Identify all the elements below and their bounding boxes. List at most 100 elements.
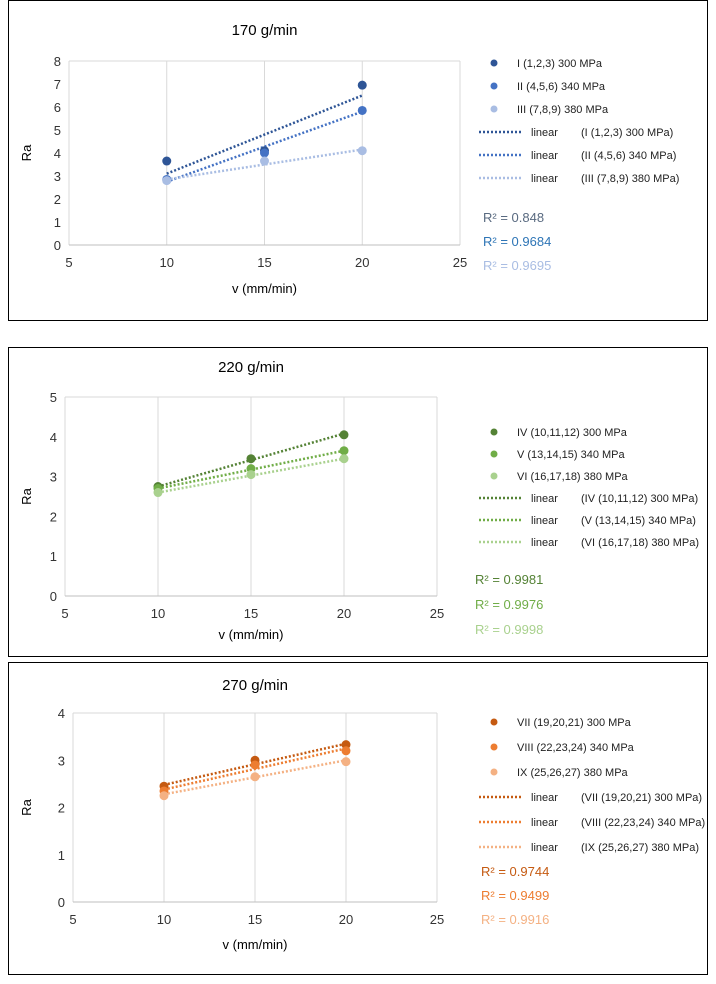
data-point [250, 760, 260, 770]
legend-marker [490, 472, 498, 480]
x-tick-label: 5 [61, 606, 68, 621]
data-point [339, 430, 349, 440]
data-point [341, 746, 351, 756]
legend-marker [490, 105, 498, 113]
r-squared-label: R² = 0.9976 [475, 597, 543, 612]
r-squared-label: R² = 0.9499 [481, 888, 549, 903]
legend-marker [490, 450, 498, 458]
r-squared-label: R² = 0.848 [483, 210, 544, 225]
legend-trendline-series: (IX (25,26,27) 380 MPa) [581, 842, 699, 854]
legend-marker [490, 59, 498, 67]
chart-panel-170: 170 g/min 5 10 15 20 25 0 1 2 3 4 5 6 7 8 v (mm/min) Ra I… [8, 0, 708, 321]
legend-trendline-label: linear [531, 842, 558, 854]
legend-entry: II (4,5,6) 340 MPa [517, 81, 606, 93]
y-axis-label: Ra [19, 487, 34, 504]
trendline [157, 457, 345, 494]
y-tick-label: 8 [54, 54, 61, 69]
legend-trendline-series: (VII (19,20,21) 300 MPa) [581, 792, 702, 804]
legend-trendline-label: linear [531, 150, 558, 162]
legend-trendline-series: (III (7,8,9) 380 MPa) [581, 173, 679, 185]
y-axis-label: Ra [19, 144, 34, 161]
y-tick-label: 3 [54, 169, 61, 184]
x-tick-label: 15 [244, 606, 258, 621]
legend-entry: IV (10,11,12) 300 MPa [517, 427, 628, 439]
legend-entry: VII (19,20,21) 300 MPa [517, 717, 632, 729]
data-point [357, 105, 367, 115]
x-tick-label: 25 [430, 912, 444, 927]
data-point [153, 488, 163, 498]
legend-trendline-label: linear [531, 173, 558, 185]
x-axis-label: v (mm/min) [219, 627, 284, 642]
y-tick-label: 3 [50, 470, 57, 485]
y-tick-label: 4 [58, 706, 65, 721]
chart-270-svg: 270 g/min 5 10 15 20 25 0 1 2 3 4 v (mm/min) Ra VII (… [19, 677, 705, 952]
data-point [250, 772, 260, 782]
x-tick-label: 15 [248, 912, 262, 927]
legend-marker [490, 743, 498, 751]
y-tick-label: 3 [58, 753, 65, 768]
y-tick-label: 2 [54, 192, 61, 207]
legend-trendline-label: linear [531, 792, 558, 804]
r-squared-label: R² = 0.9916 [481, 912, 549, 927]
chart-panel-270: 270 g/min 5 10 15 20 25 0 1 2 3 4 v (mm/min) Ra VII (… [8, 662, 708, 975]
data-point [339, 446, 349, 456]
legend-entry: VIII (22,23,24) 340 MPa [517, 742, 635, 754]
legend-trendline-series: (IV (10,11,12) 300 MPa) [581, 493, 698, 505]
x-tick-label: 20 [355, 255, 369, 270]
trendline [166, 110, 363, 183]
y-tick-label: 1 [54, 215, 61, 230]
legend-entry: I (1,2,3) 300 MPa [517, 58, 603, 70]
x-tick-label: 5 [69, 912, 76, 927]
y-tick-label: 2 [58, 801, 65, 816]
legend-marker [490, 428, 498, 436]
y-tick-label: 2 [50, 509, 57, 524]
r-squared-label: R² = 0.9684 [483, 234, 551, 249]
legend-trendline-label: linear [531, 537, 558, 549]
x-tick-label: 15 [257, 255, 271, 270]
legend-trendline-series: (II (4,5,6) 340 MPa) [581, 150, 676, 162]
y-tick-label: 5 [54, 123, 61, 138]
data-point [162, 156, 172, 166]
data-point [357, 80, 367, 90]
x-tick-label: 10 [151, 606, 165, 621]
y-tick-label: 4 [50, 430, 57, 445]
y-tick-label: 0 [58, 895, 65, 910]
legend-trendline-label: linear [531, 127, 558, 139]
data-point [246, 454, 256, 464]
legend-entry: III (7,8,9) 380 MPa [517, 104, 609, 116]
legend-trendline-series: (VI (16,17,18) 380 MPa) [581, 537, 699, 549]
legend-entry: VI (16,17,18) 380 MPa [517, 471, 629, 483]
x-tick-label: 10 [160, 255, 174, 270]
x-tick-label: 20 [339, 912, 353, 927]
chart-title: 220 g/min [218, 359, 284, 376]
y-tick-label: 0 [54, 238, 61, 253]
legend-marker [490, 718, 498, 726]
y-tick-label: 4 [54, 146, 61, 161]
r-squared-label: R² = 0.9981 [475, 572, 543, 587]
y-axis-label: Ra [19, 798, 34, 815]
trendline [166, 94, 363, 175]
x-tick-label: 25 [430, 606, 444, 621]
r-squared-label: R² = 0.9695 [483, 258, 551, 273]
r-squared-label: R² = 0.9998 [475, 622, 543, 637]
r-squared-label: R² = 0.9744 [481, 864, 549, 879]
chart-panel-220: 220 g/min 5 10 15 20 25 0 1 2 3 4 5 v (mm/min) Ra IV (… [8, 347, 708, 657]
data-point [357, 146, 367, 156]
chart-title: 170 g/min [232, 22, 298, 39]
x-axis-label: v (mm/min) [223, 937, 288, 952]
legend-trendline-series: (I (1,2,3) 300 MPa) [581, 127, 673, 139]
data-point [260, 156, 269, 166]
data-point [246, 470, 256, 480]
y-tick-label: 7 [54, 77, 61, 92]
x-tick-label: 25 [453, 255, 467, 270]
x-axis-label: v (mm/min) [232, 281, 297, 296]
data-point [339, 454, 349, 464]
x-tick-label: 5 [65, 255, 72, 270]
legend-trendline-label: linear [531, 515, 558, 527]
chart-title: 270 g/min [222, 677, 288, 694]
trendline [166, 148, 363, 181]
x-tick-label: 20 [337, 606, 351, 621]
x-tick-label: 10 [157, 912, 171, 927]
chart-220-svg: 220 g/min 5 10 15 20 25 0 1 2 3 4 5 v (mm/min) Ra IV (… [19, 359, 699, 642]
chart-170-svg: 170 g/min 5 10 15 20 25 0 1 2 3 4 5 6 7 8 v (mm/min) Ra I… [19, 22, 679, 296]
